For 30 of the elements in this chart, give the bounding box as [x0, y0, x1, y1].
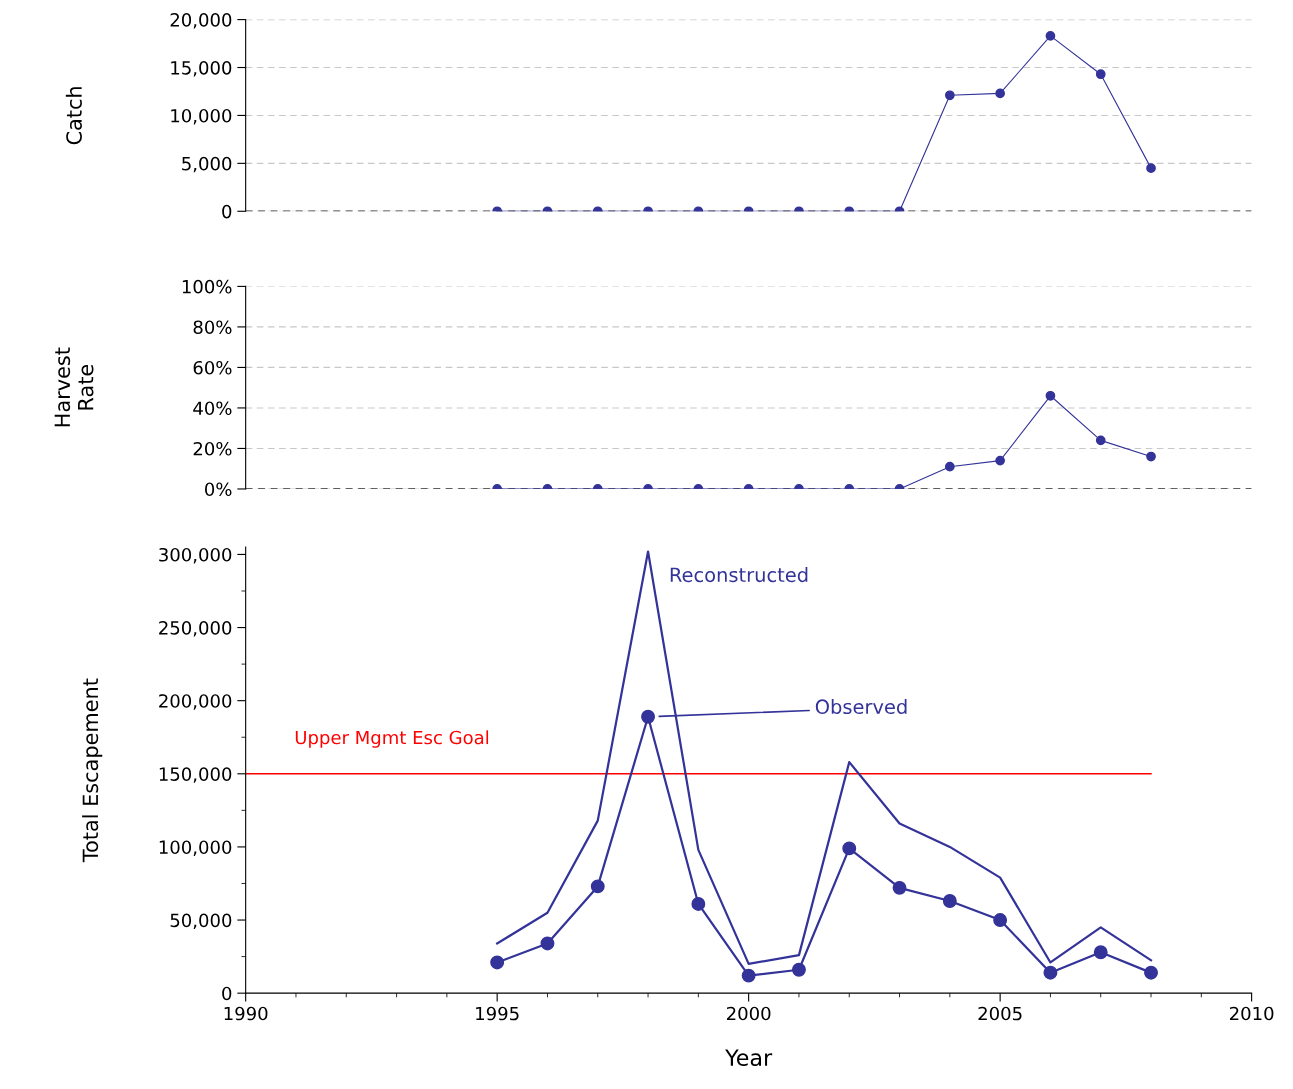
y-axis-title: Harvest Rate — [54, 347, 94, 427]
y-tick-label: 40% — [193, 401, 232, 416]
y-tick-label: 10,000 — [171, 108, 232, 125]
y-axis-title: Catch — [65, 87, 82, 145]
y-tick-label: 15,000 — [171, 60, 232, 77]
x-tick-label: 2005 — [978, 1006, 1022, 1021]
y-tick-label: 60% — [193, 360, 232, 375]
y-tick-label: 100,000 — [159, 840, 232, 856]
x-axis-title: Year — [725, 1049, 773, 1067]
y-tick-label: 300,000 — [159, 547, 232, 564]
y-tick-label: 200,000 — [159, 694, 232, 710]
y-tick-label: 150,000 — [159, 767, 232, 783]
x-tick-label: 2010 — [1229, 1006, 1274, 1021]
y-tick-label: 50,000 — [170, 913, 232, 929]
x-tick-label: 2000 — [726, 1006, 771, 1021]
y-tick-label: 0 — [222, 986, 232, 1001]
y-axis-title: Total Escapement — [82, 678, 103, 863]
x-tick-label: 1990 — [224, 1006, 268, 1021]
y-tick-label: 80% — [193, 320, 232, 335]
y-tick-label: 250,000 — [159, 621, 232, 637]
y-tick-label: 100% — [182, 279, 232, 294]
ref-line-label: Upper Mgmt Esc Goal — [295, 730, 489, 748]
y-tick-label: 0 — [222, 204, 232, 219]
y-tick-label: 0% — [205, 482, 232, 497]
y-tick-label: 20% — [193, 441, 232, 456]
y-tick-label: 20,000 — [170, 13, 232, 29]
x-tick-label: 1995 — [476, 1006, 519, 1021]
text: Observed — [815, 699, 907, 715]
y-tick-label: 5,000 — [182, 156, 232, 173]
series-label: Reconstructed — [670, 567, 808, 583]
